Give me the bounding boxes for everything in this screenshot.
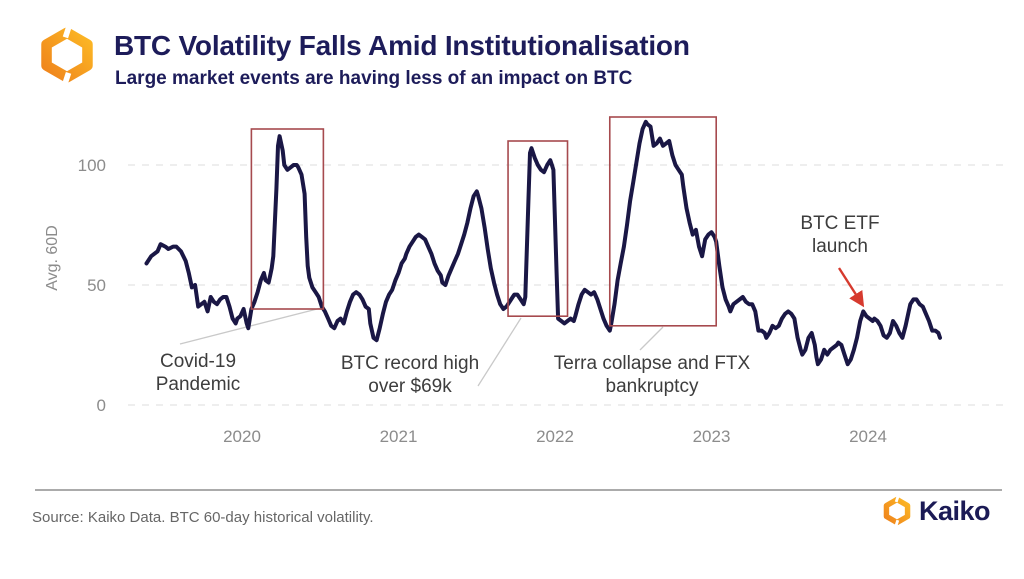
volatility-line — [144, 119, 942, 367]
svg-text:2020: 2020 — [223, 427, 261, 446]
svg-text:2024: 2024 — [849, 427, 887, 446]
source-note: Source: Kaiko Data. BTC 60-day historica… — [32, 509, 374, 526]
page-title: BTC Volatility Falls Amid Institutionali… — [114, 30, 690, 61]
annotation-covid-pandemic: Covid-19 Pandemic — [155, 351, 241, 396]
svg-text:100: 100 — [78, 156, 106, 175]
annotation-btc-record-high: BTC record high over $69k — [340, 353, 480, 398]
x-axis-tick-labels: 2020 2021 2022 2023 2024 — [223, 427, 887, 446]
kaiko-brand: Kaiko — [881, 495, 991, 527]
annotation-btc-etf-launch: BTC ETF launch — [800, 213, 880, 258]
highlight-boxes — [250, 116, 717, 327]
page-subtitle: Large market events are having less of a… — [115, 68, 633, 89]
svg-text:2021: 2021 — [380, 427, 418, 446]
svg-text:50: 50 — [87, 276, 106, 295]
svg-text:2022: 2022 — [536, 427, 574, 446]
kaiko-logo-icon-small — [883, 495, 911, 527]
y-axis-tick-labels: 0 50 100 — [78, 156, 106, 415]
svg-text:0: 0 — [97, 396, 106, 415]
etf-launch-arrow — [837, 267, 865, 308]
annotation-terra-ftx: Terra collapse and FTX bankruptcy — [553, 353, 751, 398]
footer-divider — [35, 489, 1002, 491]
kaiko-wordmark: Kaiko — [918, 495, 991, 526]
kaiko-logo-icon — [41, 24, 93, 86]
svg-text:2023: 2023 — [693, 427, 731, 446]
